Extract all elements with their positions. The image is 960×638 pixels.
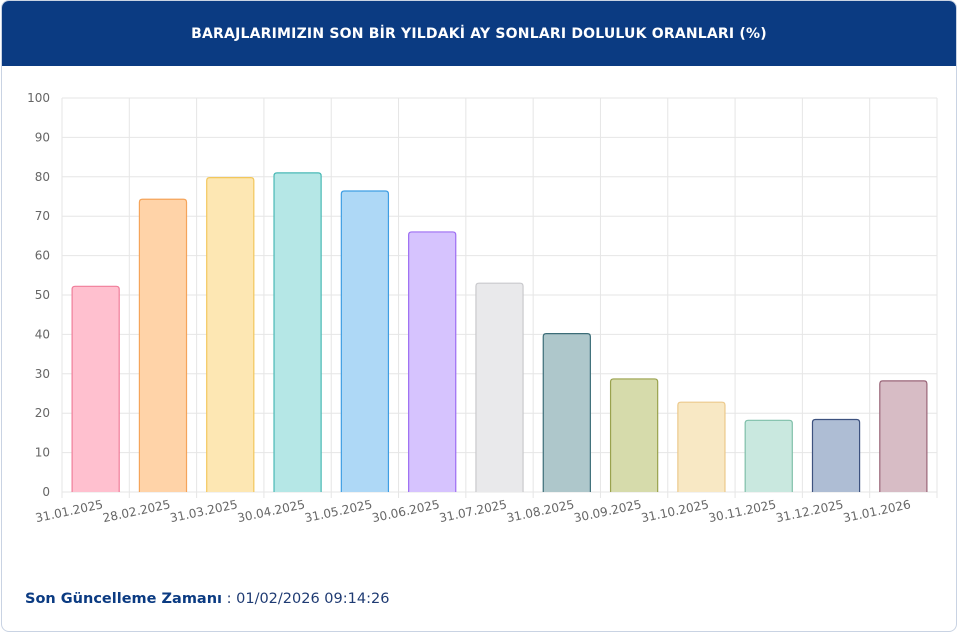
bar-31.01.2026[interactable] (879, 380, 928, 492)
bar-fill-31.01.2025[interactable] (72, 286, 120, 492)
x-tick-label: 28.02.2025 (101, 497, 171, 525)
x-tick-label: 30.04.2025 (236, 497, 306, 525)
bar-fill-30.09.2025[interactable] (610, 378, 658, 492)
bar-31.07.2025[interactable] (475, 282, 524, 492)
chart-title: BARAJLARIMIZIN SON BİR YILDAKİ AY SONLAR… (191, 25, 767, 42)
bar-fill-30.11.2025[interactable] (745, 420, 793, 492)
y-tick-label: 10 (35, 446, 50, 460)
y-tick-label: 30 (35, 367, 50, 381)
last-update-separator: : (222, 591, 237, 607)
bar-30.09.2025[interactable] (609, 378, 659, 492)
bar-31.10.2025[interactable] (677, 401, 726, 492)
x-tick-label: 31.01.2025 (34, 497, 104, 525)
x-tick-label: 31.10.2025 (640, 497, 710, 525)
y-tick-label: 80 (35, 170, 50, 184)
y-tick-label: 20 (35, 406, 50, 420)
x-tick-label: 31.08.2025 (505, 497, 575, 525)
x-tick-label: 31.01.2026 (842, 497, 912, 525)
bar-fill-31.10.2025[interactable] (677, 402, 725, 492)
y-tick-label: 100 (27, 91, 50, 105)
bar-30.06.2025[interactable] (408, 231, 457, 492)
x-tick-label: 30.09.2025 (573, 497, 643, 525)
bar-31.08.2025[interactable] (542, 333, 591, 492)
bar-fill-28.02.2025[interactable] (139, 199, 187, 492)
last-update: Son Güncelleme Zamanı : 01/02/2026 09:14… (25, 591, 389, 607)
bar-fill-31.03.2025[interactable] (206, 177, 254, 492)
y-tick-label: 50 (35, 288, 50, 302)
x-tick-label: 31.07.2025 (438, 497, 508, 525)
y-tick-label: 70 (35, 209, 50, 223)
bar-28.02.2025[interactable] (138, 198, 188, 492)
bar-30.04.2025[interactable] (273, 172, 322, 492)
bar-31.05.2025[interactable] (340, 190, 390, 492)
x-tick-label: 31.05.2025 (303, 497, 373, 525)
bar-chart: 0 10 20 30 40 50 60 70 80 90 100 31.01.202528.02.2… (27, 91, 938, 525)
bar-fill-31.07.2025[interactable] (475, 283, 524, 492)
bar-fill-30.06.2025[interactable] (408, 231, 456, 492)
y-tick-label: 40 (35, 327, 50, 341)
last-update-label: Son Güncelleme Zamanı (25, 591, 223, 607)
bars (71, 172, 928, 493)
bar-fill-30.04.2025[interactable] (274, 172, 322, 493)
y-tick-label: 90 (35, 130, 50, 144)
bar-fill-31.08.2025[interactable] (543, 333, 591, 492)
y-axis: 0 10 20 30 40 50 60 70 80 90 100 (27, 91, 50, 499)
y-tick-label: 0 (42, 485, 50, 499)
bar-fill-31.01.2026[interactable] (879, 380, 927, 492)
last-update-value: 01/02/2026 09:14:26 (236, 591, 390, 607)
bar-fill-31.05.2025[interactable] (341, 190, 389, 492)
chart-header: BARAJLARIMIZIN SON BİR YILDAKİ AY SONLAR… (2, 1, 956, 66)
bar-31.03.2025[interactable] (206, 176, 255, 492)
x-axis: 31.01.202528.02.202531.03.202530.04.2025… (34, 497, 912, 525)
x-tick-label: 31.12.2025 (775, 497, 845, 525)
bar-31.01.2025[interactable] (71, 285, 120, 492)
bar-30.11.2025[interactable] (744, 419, 793, 492)
bar-31.12.2025[interactable] (811, 418, 861, 492)
bar-fill-31.12.2025[interactable] (812, 419, 860, 492)
x-tick-label: 30.11.2025 (707, 497, 777, 525)
x-tick-label: 30.06.2025 (371, 497, 441, 525)
y-tick-label: 60 (35, 249, 50, 263)
x-tick-label: 31.03.2025 (169, 497, 239, 525)
